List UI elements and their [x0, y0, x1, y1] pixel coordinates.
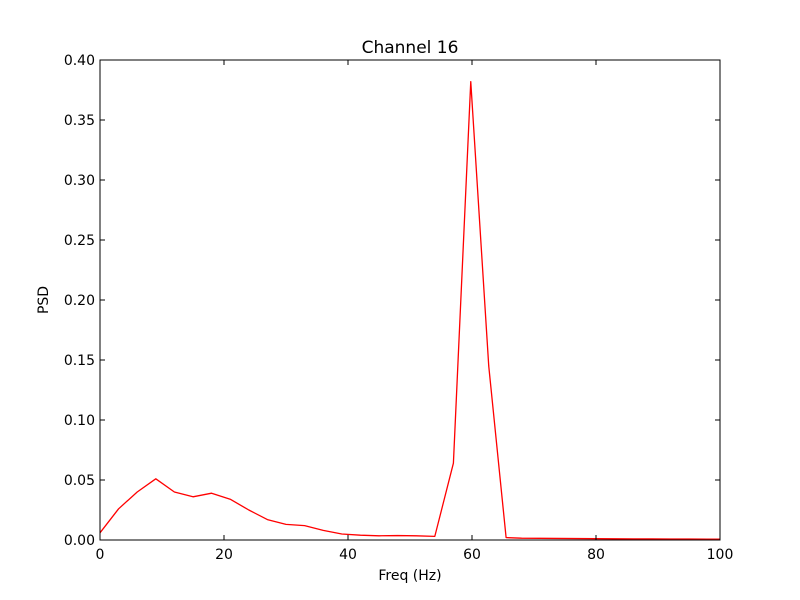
x-tick-label: 60 — [463, 547, 481, 563]
y-tick-label: 0.10 — [64, 413, 95, 429]
y-tick-label: 0.25 — [64, 233, 95, 249]
plot-frame — [99, 59, 721, 541]
y-tick-label: 0.35 — [64, 113, 95, 129]
y-tick-label: 0.15 — [64, 353, 95, 369]
plot-area: 0 20 40 60 80 100 0.00 0.05 0.10 0.15 0.20 0.25 0.30… — [64, 53, 734, 563]
x-tick-label: 40 — [339, 547, 357, 563]
y-tick-label: 0.20 — [64, 293, 95, 309]
x-tick-label: 80 — [587, 547, 605, 563]
x-tick-label: 20 — [215, 547, 233, 563]
y-axis-label: PSD — [36, 286, 52, 314]
x-axis-label: Freq (Hz) — [378, 568, 441, 584]
y-tick-label: 0.40 — [64, 53, 95, 69]
y-tick-label: 0.00 — [64, 533, 95, 549]
x-tick-label: 100 — [707, 547, 734, 563]
x-tick-label: 0 — [96, 547, 105, 563]
series-line-0 — [99, 80, 720, 540]
chart-title: Channel 16 — [362, 38, 459, 58]
y-tick-label: 0.05 — [64, 473, 95, 489]
y-tick-label: 0.30 — [64, 173, 95, 189]
